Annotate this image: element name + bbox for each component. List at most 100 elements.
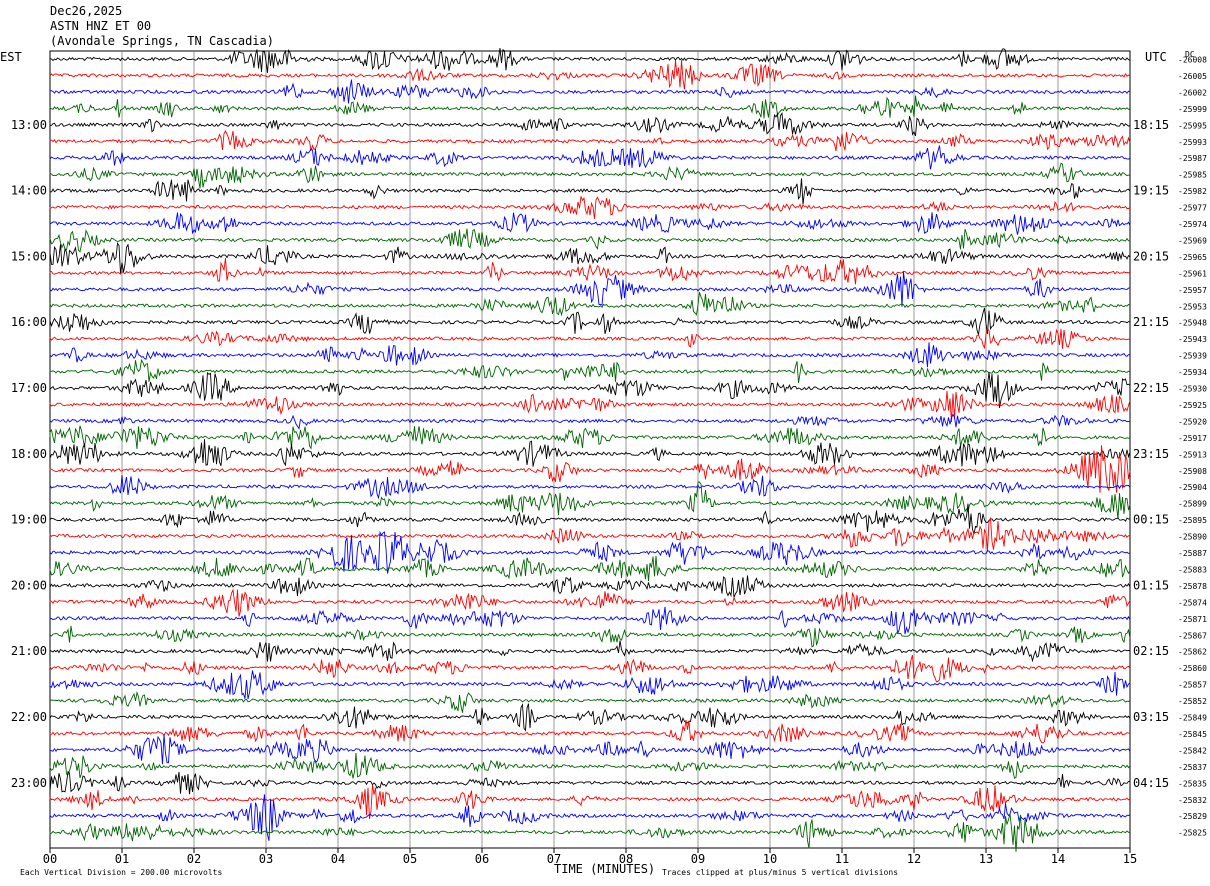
trace-line [49, 292, 1131, 317]
x-tick-label: 04 [331, 852, 345, 866]
x-tick-label: 02 [187, 852, 201, 866]
x-tick-label: 05 [403, 852, 417, 866]
dc-offset-label: -25965 [1178, 253, 1207, 262]
trace-line [49, 813, 1131, 852]
timezone-label-est: EST [0, 50, 22, 64]
dc-offset-label: -25845 [1178, 730, 1207, 739]
right-hour-label: 20:15 [1133, 249, 1169, 263]
dc-offset-label: -25934 [1178, 368, 1207, 377]
trace-line [49, 625, 1131, 648]
right-hour-label: 22:15 [1133, 381, 1169, 395]
scale-note: Each Vertical Division = 200.00 microvol… [20, 868, 222, 877]
header-date: Dec26,2025 [50, 4, 123, 18]
dc-offset-label: -26002 [1178, 88, 1207, 97]
x-tick-label: 13 [979, 852, 993, 866]
x-tick-label: 10 [763, 852, 777, 866]
x-tick-label: 03 [259, 852, 273, 866]
x-tick-label: 12 [907, 852, 921, 866]
left-hour-label: 17:00 [11, 381, 47, 395]
trace-line [49, 425, 1131, 450]
dc-offset-label: -25917 [1178, 434, 1207, 443]
trace-line [49, 503, 1131, 535]
dc-offset-label: -25977 [1178, 204, 1207, 213]
trace-line [49, 328, 1131, 350]
trace-line [49, 342, 1131, 368]
x-tick-label: 11 [835, 852, 849, 866]
trace-line [49, 575, 1131, 598]
trace-line [49, 475, 1131, 500]
trace-line [49, 358, 1131, 383]
trace-line [49, 242, 1131, 274]
trace-line [49, 654, 1131, 683]
left-hour-label: 23:00 [11, 776, 47, 790]
dc-offset-label: -25835 [1178, 779, 1207, 788]
x-tick-label: 01 [115, 852, 129, 866]
dc-offset-label: -26008 [1178, 56, 1207, 65]
dc-offset-label: -25974 [1178, 220, 1207, 229]
left-hour-label: 22:00 [11, 710, 47, 724]
plot-frame [49, 50, 1131, 849]
dc-offset-label: -25939 [1178, 352, 1207, 361]
x-axis-label: TIME (MINUTES) [554, 862, 655, 876]
dc-label: DC [1185, 50, 1195, 59]
dc-offset-label: -25825 [1178, 829, 1207, 838]
x-tick-label: 08 [619, 852, 633, 866]
dc-offset-label: -26005 [1178, 72, 1207, 81]
dc-offset-label: -25857 [1178, 681, 1207, 690]
timezone-label-utc: UTC [1145, 50, 1167, 64]
header-station: ASTN HNZ ET 00 [50, 19, 152, 33]
trace-line [49, 690, 1131, 713]
x-tick-label: 06 [475, 852, 489, 866]
x-tick-label: 00 [43, 852, 57, 866]
left-hour-label: 20:00 [11, 578, 47, 592]
trace-line [49, 212, 1131, 235]
trace-line [49, 196, 1131, 219]
dc-offset-label: -25883 [1178, 565, 1207, 574]
trace-line [49, 271, 1131, 307]
x-tick-label: 15 [1123, 852, 1137, 866]
trace-line [49, 481, 1131, 520]
x-tick-label: 09 [691, 852, 705, 866]
trace-line [49, 390, 1131, 423]
dc-offset-label: -25895 [1178, 516, 1207, 525]
left-hour-label: 19:00 [11, 513, 47, 527]
left-hour-label: 15:00 [11, 249, 47, 263]
dc-offset-label: -25925 [1178, 401, 1207, 410]
dc-offset-label: -25887 [1178, 549, 1207, 558]
trace-line [49, 60, 1131, 90]
trace-line [49, 703, 1131, 732]
chart-labels: -26008 -26005 -26002 -25999 -25995 -25993 -259… [0, 50, 1207, 877]
trace-line [49, 719, 1131, 744]
trace-line [49, 48, 1131, 73]
trace-line [49, 371, 1131, 408]
right-hour-label: 00:15 [1133, 513, 1169, 527]
right-hour-label: 21:15 [1133, 315, 1169, 329]
trace-line [49, 734, 1131, 765]
dc-offset-label: -25874 [1178, 598, 1207, 607]
right-hour-label: 01:15 [1133, 578, 1169, 592]
dc-offset-label: -25913 [1178, 450, 1207, 459]
trace-line [49, 606, 1131, 635]
dc-offset-label: -25999 [1178, 105, 1207, 114]
dc-offset-label: -25957 [1178, 286, 1207, 295]
left-hour-label: 21:00 [11, 644, 47, 658]
trace-line [49, 162, 1131, 189]
dc-offset-label: -25860 [1178, 664, 1207, 673]
dc-offset-label: -25829 [1178, 812, 1207, 821]
dc-offset-label: -25969 [1178, 236, 1207, 245]
trace-line [49, 752, 1131, 780]
left-hour-label: 18:00 [11, 447, 47, 461]
left-hour-label: 16:00 [11, 315, 47, 329]
dc-offset-label: -25871 [1178, 615, 1207, 624]
dc-offset-label: -25982 [1178, 187, 1207, 196]
trace-line [49, 516, 1131, 552]
chart-traces [49, 48, 1131, 852]
left-hour-label: 14:00 [11, 184, 47, 198]
trace-line [49, 145, 1131, 170]
dc-offset-label: -25953 [1178, 302, 1207, 311]
right-hour-label: 04:15 [1133, 776, 1169, 790]
dc-offset-label: -25862 [1178, 648, 1207, 657]
trace-line [49, 130, 1131, 152]
dc-offset-label: -25904 [1178, 483, 1207, 492]
dc-offset-label: -25985 [1178, 171, 1207, 180]
